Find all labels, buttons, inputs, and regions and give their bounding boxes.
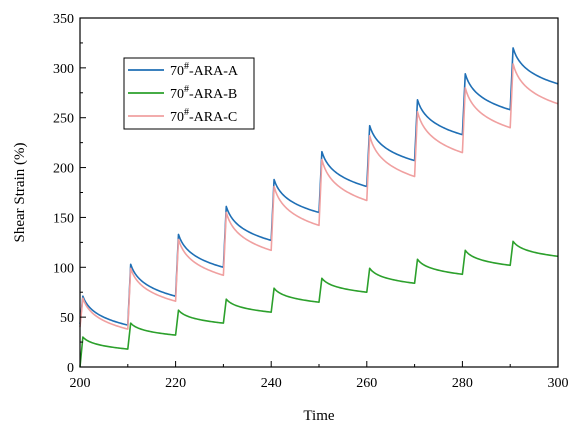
series-line-3 bbox=[79, 63, 559, 330]
legend-label-1: 70#-ARA-A bbox=[170, 61, 239, 79]
x-tick-label: 260 bbox=[356, 376, 377, 391]
x-tick-label: 240 bbox=[261, 376, 282, 391]
series-layer bbox=[79, 47, 559, 368]
y-tick-label: 150 bbox=[53, 211, 74, 226]
series-line-2 bbox=[79, 240, 559, 368]
y-axis-title: Shear Strain (%) bbox=[12, 143, 28, 243]
x-tick-label: 300 bbox=[548, 376, 569, 391]
y-tick-label: 0 bbox=[67, 361, 74, 376]
y-tick-label: 350 bbox=[53, 12, 74, 27]
x-tick-label: 200 bbox=[70, 376, 91, 391]
axes-layer: 200 220 240 260 280 300 0 50 100 150 200 250 300 350 bbox=[53, 12, 569, 391]
legend: 70#-ARA-A 70#-ARA-B 70#-ARA-C bbox=[123, 57, 255, 130]
x-tick-label: 280 bbox=[452, 376, 473, 391]
legend-label-2: 70#-ARA-B bbox=[170, 84, 237, 102]
legend-label-3: 70#-ARA-C bbox=[170, 107, 237, 125]
y-tick-label: 50 bbox=[60, 311, 74, 326]
y-tick-label: 300 bbox=[53, 62, 74, 77]
x-axis-title: Time bbox=[303, 408, 334, 424]
x-tick-label: 220 bbox=[165, 376, 186, 391]
y-tick-label: 200 bbox=[53, 162, 74, 177]
y-tick-label: 100 bbox=[53, 261, 74, 276]
y-tick-label: 250 bbox=[53, 112, 74, 127]
